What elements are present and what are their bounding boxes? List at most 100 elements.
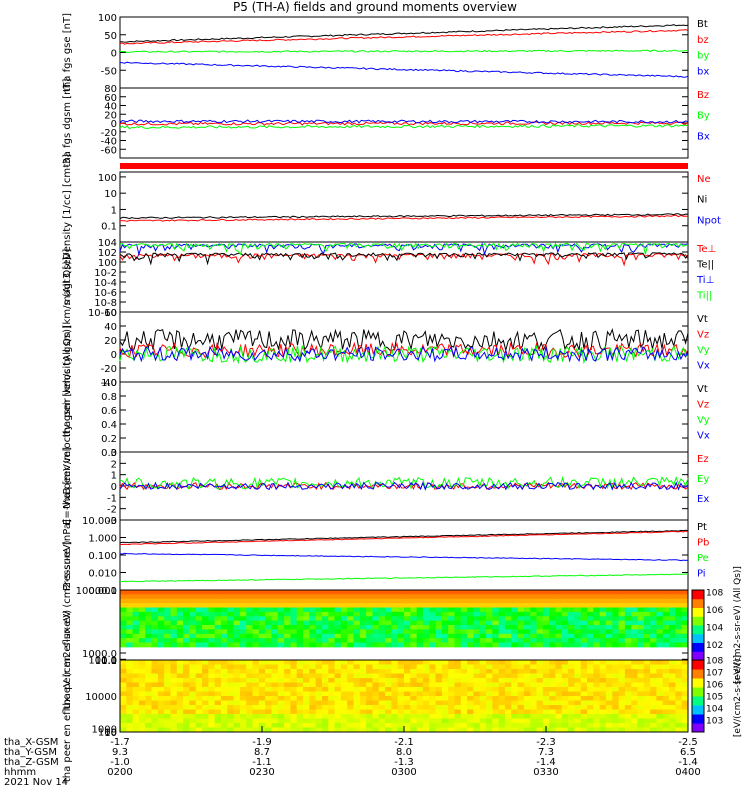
spectrogram-cell	[183, 625, 190, 630]
spectrogram-cell	[271, 664, 279, 670]
spectrogram-cell	[669, 687, 676, 692]
y-axis-label: magt3 [eV]	[62, 249, 73, 306]
spectrogram-cell	[650, 598, 657, 604]
spectrogram-cell	[391, 633, 399, 639]
spectrogram-cell	[637, 616, 645, 622]
spectrogram-cell	[157, 673, 165, 679]
spectrogram-cell	[145, 687, 153, 692]
spectrogram-cell	[504, 620, 512, 626]
spectrogram-cell	[296, 714, 304, 719]
spectrogram-cell	[214, 669, 222, 674]
spectrogram-cell	[170, 718, 178, 724]
spectrogram-cell	[277, 718, 285, 724]
spectrogram-cell	[416, 633, 424, 639]
spectrogram-cell	[271, 723, 279, 728]
spectrogram-cell	[151, 594, 159, 600]
spectrogram-cell	[605, 642, 613, 648]
spectrogram-cell	[321, 590, 329, 595]
spectrogram-cell	[202, 594, 209, 600]
spectrogram-cell	[492, 714, 500, 719]
spectrogram-cell	[422, 625, 430, 630]
spectrogram-cell	[523, 696, 531, 701]
spectrogram-cell	[561, 682, 569, 688]
y-tick-label: 3	[111, 448, 117, 459]
spectrogram-cell	[202, 611, 209, 617]
spectrogram-cell	[404, 642, 411, 648]
legend-entry: by	[697, 51, 709, 62]
spectrogram-cell	[574, 714, 582, 719]
spectrogram-cell	[359, 642, 367, 648]
spectrogram-cell	[479, 682, 487, 688]
spectrogram-cell	[189, 714, 197, 719]
spectrogram-cell	[681, 611, 689, 617]
spectrogram-cell	[334, 709, 342, 715]
spectrogram-cell	[498, 660, 506, 665]
spectrogram-cell	[315, 678, 323, 683]
spectrogram-cell	[176, 723, 184, 728]
spectrogram-cell	[410, 669, 418, 674]
spectrogram-cell	[460, 700, 468, 706]
spectrogram-cell	[290, 669, 298, 674]
spectrogram-cell	[460, 638, 468, 643]
spectrogram-cell	[574, 709, 582, 715]
spectrogram-cell	[549, 669, 556, 674]
spectrogram-cell	[366, 625, 373, 630]
spectrogram-cell	[511, 700, 519, 706]
spectrogram-cell	[561, 616, 569, 622]
spectrogram-cell	[637, 682, 645, 688]
spectrogram-cell	[656, 696, 664, 701]
spectrogram-cell	[486, 727, 493, 733]
spectrogram-cell	[681, 594, 689, 600]
spectrogram-cell	[378, 669, 386, 674]
spectrogram-cell	[195, 638, 203, 643]
spectrogram-cell	[517, 723, 525, 728]
x-tick-label: 0230	[249, 767, 274, 778]
spectrogram-cell	[233, 705, 241, 710]
spectrogram-cell	[378, 598, 386, 604]
spectrogram-cell	[656, 700, 664, 706]
spectrogram-cell	[277, 633, 285, 639]
spectrogram-cell	[258, 705, 266, 710]
spectrogram-cell	[643, 638, 651, 643]
spectrogram-cell	[120, 714, 127, 719]
spectrogram-cell	[523, 611, 531, 617]
spectrogram-cell	[467, 590, 474, 595]
spectrogram-cell	[523, 709, 531, 715]
spectrogram-cell	[359, 660, 367, 665]
spectrogram-cell	[473, 691, 481, 697]
spectrogram-cell	[568, 678, 575, 683]
spectrogram-cell	[404, 664, 411, 670]
spectrogram-cell	[605, 607, 613, 613]
spectrogram-cell	[605, 696, 613, 701]
spectrogram-cell	[328, 709, 336, 715]
spectrogram-cell	[593, 678, 601, 683]
spectrogram-cell	[454, 678, 462, 683]
spectrogram-cell	[347, 700, 355, 706]
spectrogram-cell	[504, 633, 512, 639]
spectrogram-cell	[120, 687, 127, 692]
spectrogram-cell	[378, 625, 386, 630]
spectrogram-cell	[366, 620, 373, 626]
spectrogram-cell	[176, 611, 184, 617]
spectrogram-cell	[422, 620, 430, 626]
spectrogram-cell	[681, 638, 689, 643]
spectrogram-cell	[656, 633, 664, 639]
spectrogram-cell	[599, 709, 607, 715]
spectrogram-cell	[372, 682, 380, 688]
spectrogram-cell	[239, 638, 247, 643]
spectrogram-cell	[441, 611, 449, 617]
spectrogram-cell	[151, 625, 159, 630]
spectrogram-cell	[650, 611, 657, 617]
spectrogram-cell	[618, 700, 626, 706]
spectrogram-cell	[404, 705, 411, 710]
spectrogram-cell	[334, 598, 342, 604]
spectrogram-cell	[536, 709, 544, 715]
spectrogram-cell	[340, 691, 348, 697]
spectrogram-cell	[321, 633, 329, 639]
spectrogram-cell	[612, 603, 620, 608]
spectrogram-cell	[675, 705, 683, 710]
spectrogram-cell	[435, 590, 443, 595]
spectrogram-cell	[353, 625, 361, 630]
spectrogram-cell	[511, 611, 519, 617]
